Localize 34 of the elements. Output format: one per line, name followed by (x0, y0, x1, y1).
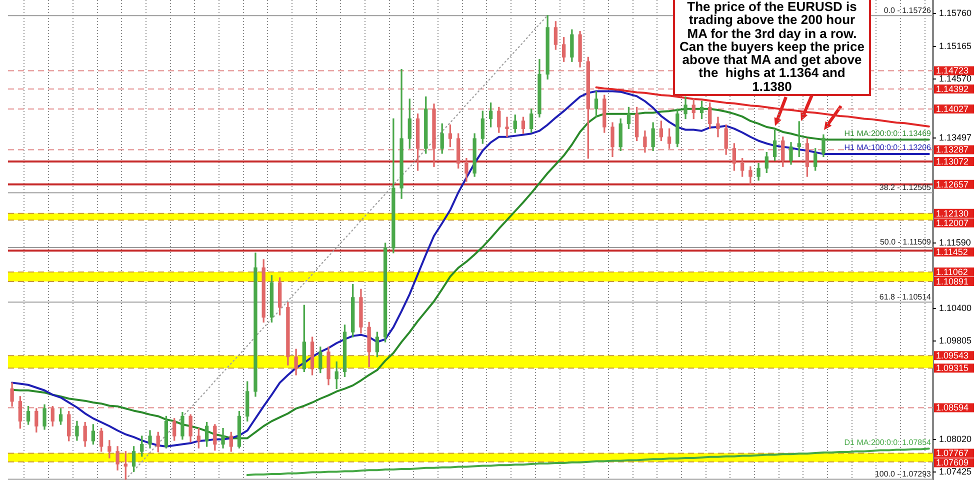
ref-line-label: 1.07609 (936, 458, 969, 468)
y-tick-label: 1.10400 (939, 302, 972, 313)
annotation: The price of the EURUSD is trading above the 200 hour MA for the 3rd day in a row. Can the buyers keep the price above that MA and get above the highs at 1.1364 and 1.1380 (673, 0, 871, 96)
series-label: D1 MA:200:0:0: 1.07854 (844, 438, 932, 447)
ref-line-label: 1.12130 (936, 208, 969, 218)
ref-line-label: 1.08594 (936, 402, 969, 413)
y-tick-label: 1.14570 (939, 74, 972, 84)
annotation: 50.0 - 1.11509 (880, 238, 932, 247)
y-tick-label: 1.15165 (939, 40, 972, 51)
ref-line-label: 1.11062 (936, 267, 968, 278)
y-tick-label: 1.15760 (939, 8, 972, 18)
series-label: H1 MA:200:0:0: 1.13469 (844, 128, 932, 138)
ref-line-label: 1.14392 (936, 84, 969, 94)
annotation: 38.2 - 1.12505 (879, 182, 932, 192)
y-tick-label: 1.11590 (939, 238, 971, 248)
ref-line-label: 1.12657 (936, 179, 969, 190)
series-label: H1 MA:100:0:0: 1.13206 (844, 143, 932, 152)
ref-line-label: 1.11452 (936, 247, 968, 258)
y-tick-label: 1.09805 (939, 336, 972, 346)
ref-line-label: 1.14027 (936, 104, 969, 114)
ref-line-label: 1.12007 (936, 218, 969, 228)
annotation: 0.0 - 1.15726 (884, 6, 932, 15)
ref-line-label: 1.14723 (936, 66, 969, 76)
annotation: 100.0 - 1.07293 (874, 469, 932, 478)
ref-line-label: 1.09543 (936, 350, 969, 361)
ref-line-label: 1.13287 (936, 144, 969, 155)
y-tick-label: 1.07425 (939, 466, 972, 477)
ref-line-label: 1.09315 (936, 363, 969, 374)
annotation: 61.8 - 1.10514 (879, 292, 932, 302)
ref-line-label: 1.07767 (936, 448, 969, 458)
ref-line-label: 1.13072 (936, 156, 969, 167)
y-tick-label: 1.13497 (939, 132, 972, 143)
ref-line-label: 1.10891 (936, 276, 969, 287)
y-tick-label: 1.08020 (939, 434, 972, 444)
